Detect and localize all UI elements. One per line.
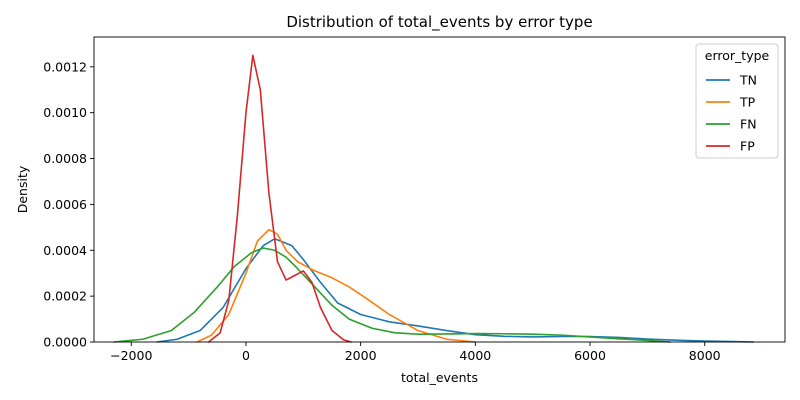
x-tick-label: 2000: [345, 348, 377, 363]
y-tick-label: 0.0000: [43, 335, 87, 350]
x-tick-label: 0: [242, 348, 250, 363]
x-axis-title: total_events: [401, 370, 478, 385]
y-tick-label: 0.0008: [43, 151, 87, 166]
x-axis: −2000 0 2000 4000 6000 8000: [110, 342, 721, 363]
series-line-fp: [207, 54, 352, 343]
x-tick-label: 8000: [689, 348, 721, 363]
legend-label-fn: FN: [740, 117, 757, 132]
y-tick-label: 0.0004: [43, 243, 87, 258]
x-tick-label: 6000: [574, 348, 606, 363]
legend-title: error_type: [705, 48, 770, 63]
x-tick-label: 4000: [459, 348, 491, 363]
y-tick-label: 0.0012: [43, 59, 87, 74]
plot-border: [93, 36, 786, 343]
y-tick-label: 0.0002: [43, 289, 87, 304]
legend-label-fp: FP: [740, 139, 755, 154]
y-axis-title: Density: [15, 165, 30, 213]
y-tick-label: 0.0010: [43, 105, 87, 120]
legend-box: [695, 43, 779, 159]
y-axis: 0.0000 0.0002 0.0004 0.0006 0.0008 0.0010 0.00…: [43, 59, 94, 350]
plot-frame: [93, 36, 786, 343]
chart-title: Distribution of total_events by error ty…: [286, 13, 592, 32]
series-line-tp: [196, 228, 477, 343]
plot-lines: [113, 54, 755, 343]
series-line-tn: [156, 238, 755, 343]
series-line-fn: [113, 247, 672, 343]
legend-label-tn: TN: [739, 73, 757, 88]
legend: error_type TN TP FN FP: [695, 43, 779, 159]
y-tick-label: 0.0006: [43, 197, 87, 212]
x-tick-label: −2000: [110, 348, 152, 363]
legend-label-tp: TP: [739, 95, 756, 110]
